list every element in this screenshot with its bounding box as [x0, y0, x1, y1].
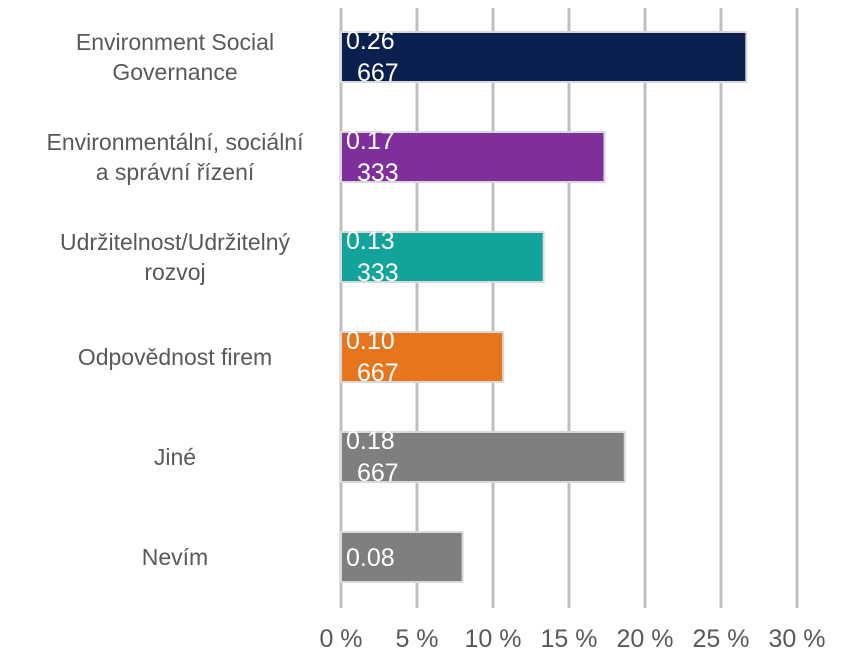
data-label: 0.08: [346, 544, 395, 572]
data-label: 0.10 667: [346, 327, 399, 387]
x-axis-tick-labels: 0 % 5 % 10 % 15 % 20 % 25 % 30 %: [319, 625, 825, 652]
data-label: 0.13 333: [346, 227, 399, 287]
gridlines: [339, 8, 799, 608]
x-tick-label: 30 %: [769, 625, 826, 652]
x-tick-label: 15 %: [541, 625, 598, 652]
category-label: Udržitelnost/Udržitelný rozvoj: [60, 229, 291, 285]
data-label: 0.17 333: [346, 127, 399, 187]
x-tick-label: 0 %: [319, 625, 362, 652]
x-tick-label: 25 %: [693, 625, 750, 652]
x-tick-label: 10 %: [465, 625, 522, 652]
bar: [340, 331, 505, 383]
category-label: Odpovědnost firem: [78, 344, 272, 370]
bars: [340, 31, 748, 583]
category-label: Environment Social Governance: [76, 29, 274, 85]
category-label: Nevím: [142, 544, 208, 570]
data-labels: 0.26 667 0.17 333 0.13 333 0.10 667 0.18 667 0.08: [346, 27, 399, 572]
bar: [340, 231, 545, 283]
bar: [340, 31, 748, 83]
x-tick-label: 20 %: [617, 625, 674, 652]
category-label: Jiné: [154, 444, 196, 470]
bar: [340, 131, 606, 183]
x-tick-label: 5 %: [395, 625, 438, 652]
bar: [340, 431, 626, 483]
data-label: 0.18 667: [346, 427, 399, 487]
category-label: Environmentální, sociální a správní řízen…: [47, 129, 305, 185]
bar: [340, 531, 464, 583]
category-labels: Environment Social Governance Environmentá…: [47, 29, 305, 570]
data-label: 0.26 667: [346, 27, 399, 87]
